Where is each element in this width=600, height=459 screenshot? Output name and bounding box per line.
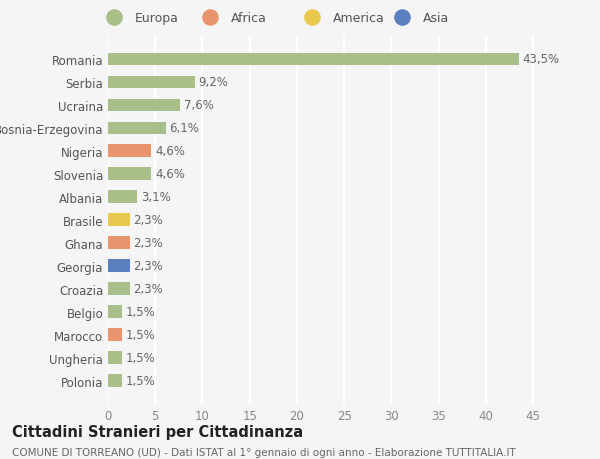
Bar bbox=[108, 76, 195, 89]
Bar bbox=[108, 283, 130, 296]
Bar bbox=[108, 375, 122, 387]
Bar bbox=[108, 306, 122, 319]
Bar bbox=[108, 237, 130, 250]
Bar bbox=[108, 191, 137, 204]
Text: COMUNE DI TORREANO (UD) - Dati ISTAT al 1° gennaio di ogni anno - Elaborazione T: COMUNE DI TORREANO (UD) - Dati ISTAT al … bbox=[12, 448, 516, 458]
Text: 2,3%: 2,3% bbox=[134, 260, 163, 273]
Bar bbox=[108, 122, 166, 135]
Text: 3,1%: 3,1% bbox=[141, 191, 171, 204]
Text: Asia: Asia bbox=[423, 12, 449, 25]
Text: 6,1%: 6,1% bbox=[169, 122, 199, 135]
Text: 1,5%: 1,5% bbox=[126, 375, 155, 387]
Text: 9,2%: 9,2% bbox=[199, 76, 229, 89]
Bar bbox=[108, 214, 130, 227]
Text: 7,6%: 7,6% bbox=[184, 99, 214, 112]
Bar bbox=[108, 99, 180, 112]
Bar bbox=[108, 260, 130, 273]
Text: Europa: Europa bbox=[135, 12, 179, 25]
Text: 4,6%: 4,6% bbox=[155, 145, 185, 158]
Bar bbox=[108, 145, 151, 158]
Bar bbox=[108, 329, 122, 341]
Text: America: America bbox=[333, 12, 385, 25]
Text: Cittadini Stranieri per Cittadinanza: Cittadini Stranieri per Cittadinanza bbox=[12, 425, 303, 440]
Text: 1,5%: 1,5% bbox=[126, 329, 155, 341]
Bar bbox=[108, 53, 519, 66]
Text: Africa: Africa bbox=[231, 12, 267, 25]
Text: 2,3%: 2,3% bbox=[134, 283, 163, 296]
Text: 1,5%: 1,5% bbox=[126, 306, 155, 319]
Text: 43,5%: 43,5% bbox=[523, 53, 560, 66]
Text: 2,3%: 2,3% bbox=[134, 237, 163, 250]
Bar bbox=[108, 168, 151, 181]
Text: 1,5%: 1,5% bbox=[126, 352, 155, 364]
Text: 4,6%: 4,6% bbox=[155, 168, 185, 181]
Text: 2,3%: 2,3% bbox=[134, 214, 163, 227]
Bar bbox=[108, 352, 122, 364]
